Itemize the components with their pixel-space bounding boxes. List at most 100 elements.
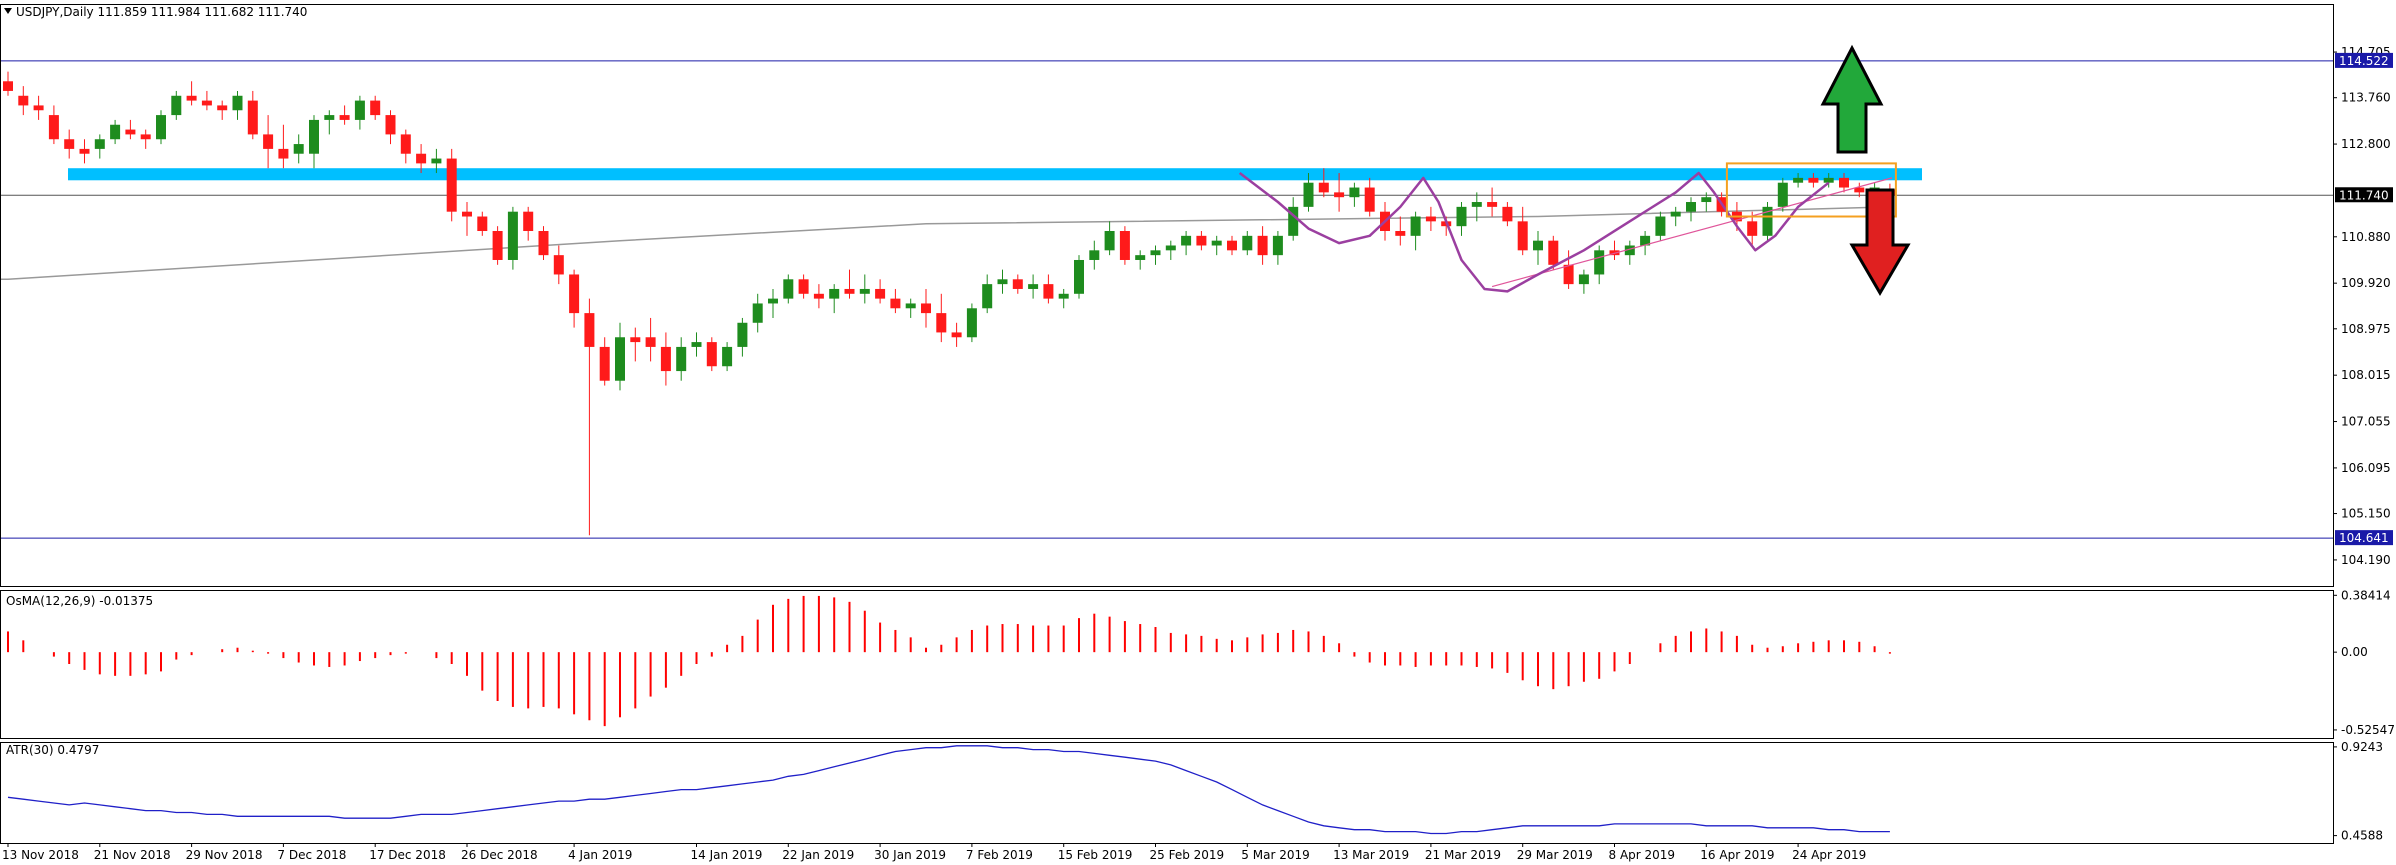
candle[interactable] bbox=[752, 303, 763, 323]
candle[interactable] bbox=[201, 100, 212, 106]
candle[interactable] bbox=[1533, 240, 1543, 251]
candle[interactable] bbox=[79, 148, 90, 154]
candle[interactable] bbox=[156, 115, 166, 140]
candle[interactable] bbox=[737, 322, 748, 347]
candle[interactable] bbox=[676, 346, 687, 372]
candle[interactable] bbox=[1135, 255, 1146, 260]
candle[interactable] bbox=[1563, 264, 1574, 285]
candle[interactable] bbox=[1456, 206, 1467, 227]
candle[interactable] bbox=[783, 279, 794, 299]
candle[interactable] bbox=[1104, 231, 1115, 251]
candle[interactable] bbox=[263, 134, 274, 149]
candle[interactable] bbox=[370, 100, 381, 116]
candle[interactable] bbox=[523, 211, 534, 232]
candle[interactable] bbox=[1012, 279, 1023, 289]
candle[interactable] bbox=[1227, 240, 1237, 251]
candle[interactable] bbox=[1686, 202, 1696, 212]
candle[interactable] bbox=[890, 298, 901, 309]
candle[interactable] bbox=[1548, 240, 1559, 265]
candle[interactable] bbox=[1303, 182, 1314, 207]
osma-panel[interactable] bbox=[7, 595, 1891, 727]
candle[interactable] bbox=[354, 100, 365, 120]
candle[interactable] bbox=[1043, 284, 1054, 299]
candle[interactable] bbox=[691, 342, 702, 347]
candle[interactable] bbox=[538, 231, 549, 256]
candle[interactable] bbox=[1257, 235, 1268, 256]
candle[interactable] bbox=[1655, 216, 1666, 236]
candle[interactable] bbox=[1594, 250, 1605, 275]
candle[interactable] bbox=[859, 288, 870, 294]
candle[interactable] bbox=[232, 95, 243, 111]
candle[interactable] bbox=[462, 211, 472, 217]
candle[interactable] bbox=[446, 158, 457, 212]
candle[interactable] bbox=[584, 313, 595, 347]
candle[interactable] bbox=[1701, 197, 1712, 203]
candle[interactable] bbox=[1028, 284, 1039, 289]
candle[interactable] bbox=[951, 332, 962, 338]
candle[interactable] bbox=[1808, 177, 1819, 183]
candle[interactable] bbox=[492, 231, 503, 260]
candle[interactable] bbox=[1119, 231, 1130, 260]
candle[interactable] bbox=[1777, 182, 1788, 207]
candle[interactable] bbox=[33, 105, 44, 111]
candle[interactable] bbox=[1196, 235, 1207, 246]
candle[interactable] bbox=[324, 115, 335, 120]
candle[interactable] bbox=[829, 288, 840, 299]
candle[interactable] bbox=[110, 124, 121, 140]
candle[interactable] bbox=[722, 346, 733, 367]
candle[interactable] bbox=[1318, 182, 1329, 193]
candle[interactable] bbox=[1502, 206, 1513, 222]
candle[interactable] bbox=[660, 346, 671, 372]
candle[interactable] bbox=[921, 303, 931, 314]
candle[interactable] bbox=[1854, 187, 1865, 193]
candle[interactable] bbox=[1410, 216, 1421, 236]
candle[interactable] bbox=[997, 279, 1008, 285]
candle[interactable] bbox=[982, 284, 993, 309]
candle[interactable] bbox=[140, 134, 151, 140]
candle[interactable] bbox=[1242, 235, 1253, 251]
candle[interactable] bbox=[1670, 211, 1681, 217]
candle[interactable] bbox=[400, 134, 411, 154]
candle[interactable] bbox=[1640, 235, 1651, 246]
candle[interactable] bbox=[1334, 192, 1345, 198]
candle[interactable] bbox=[278, 148, 289, 159]
candle[interactable] bbox=[1074, 259, 1084, 294]
candle[interactable] bbox=[844, 288, 855, 294]
candle[interactable] bbox=[431, 158, 442, 164]
candle[interactable] bbox=[813, 293, 824, 299]
candle[interactable] bbox=[171, 95, 182, 116]
candle[interactable] bbox=[569, 274, 580, 314]
candle[interactable] bbox=[186, 95, 197, 101]
candle[interactable] bbox=[768, 298, 778, 304]
candle[interactable] bbox=[1471, 202, 1482, 207]
candle[interactable] bbox=[645, 337, 656, 347]
menu-triangle-icon[interactable] bbox=[4, 8, 12, 14]
candle[interactable] bbox=[1823, 177, 1834, 183]
candle[interactable] bbox=[247, 100, 258, 135]
candle[interactable] bbox=[706, 342, 717, 367]
candle[interactable] bbox=[1762, 206, 1773, 236]
candle[interactable] bbox=[94, 139, 105, 149]
atr-panel[interactable] bbox=[7, 745, 1890, 835]
candle[interactable] bbox=[630, 337, 641, 343]
candle[interactable] bbox=[875, 288, 886, 299]
candle[interactable] bbox=[1839, 177, 1849, 188]
candle[interactable] bbox=[1211, 240, 1222, 246]
candle[interactable] bbox=[1517, 221, 1528, 251]
candle[interactable] bbox=[1349, 187, 1360, 198]
candle[interactable] bbox=[309, 119, 319, 154]
candle[interactable] bbox=[1150, 250, 1161, 256]
candle[interactable] bbox=[1288, 206, 1299, 236]
candle[interactable] bbox=[339, 115, 350, 120]
candle[interactable] bbox=[905, 303, 916, 309]
candle[interactable] bbox=[553, 255, 564, 275]
price-panel[interactable] bbox=[0, 60, 2333, 539]
candle[interactable] bbox=[1578, 274, 1589, 285]
candle[interactable] bbox=[1395, 231, 1406, 236]
candle[interactable] bbox=[1058, 293, 1069, 299]
candle[interactable] bbox=[125, 129, 136, 135]
candle[interactable] bbox=[1364, 187, 1375, 212]
candle[interactable] bbox=[1624, 245, 1635, 256]
candle[interactable] bbox=[385, 115, 396, 135]
candle[interactable] bbox=[293, 144, 304, 154]
